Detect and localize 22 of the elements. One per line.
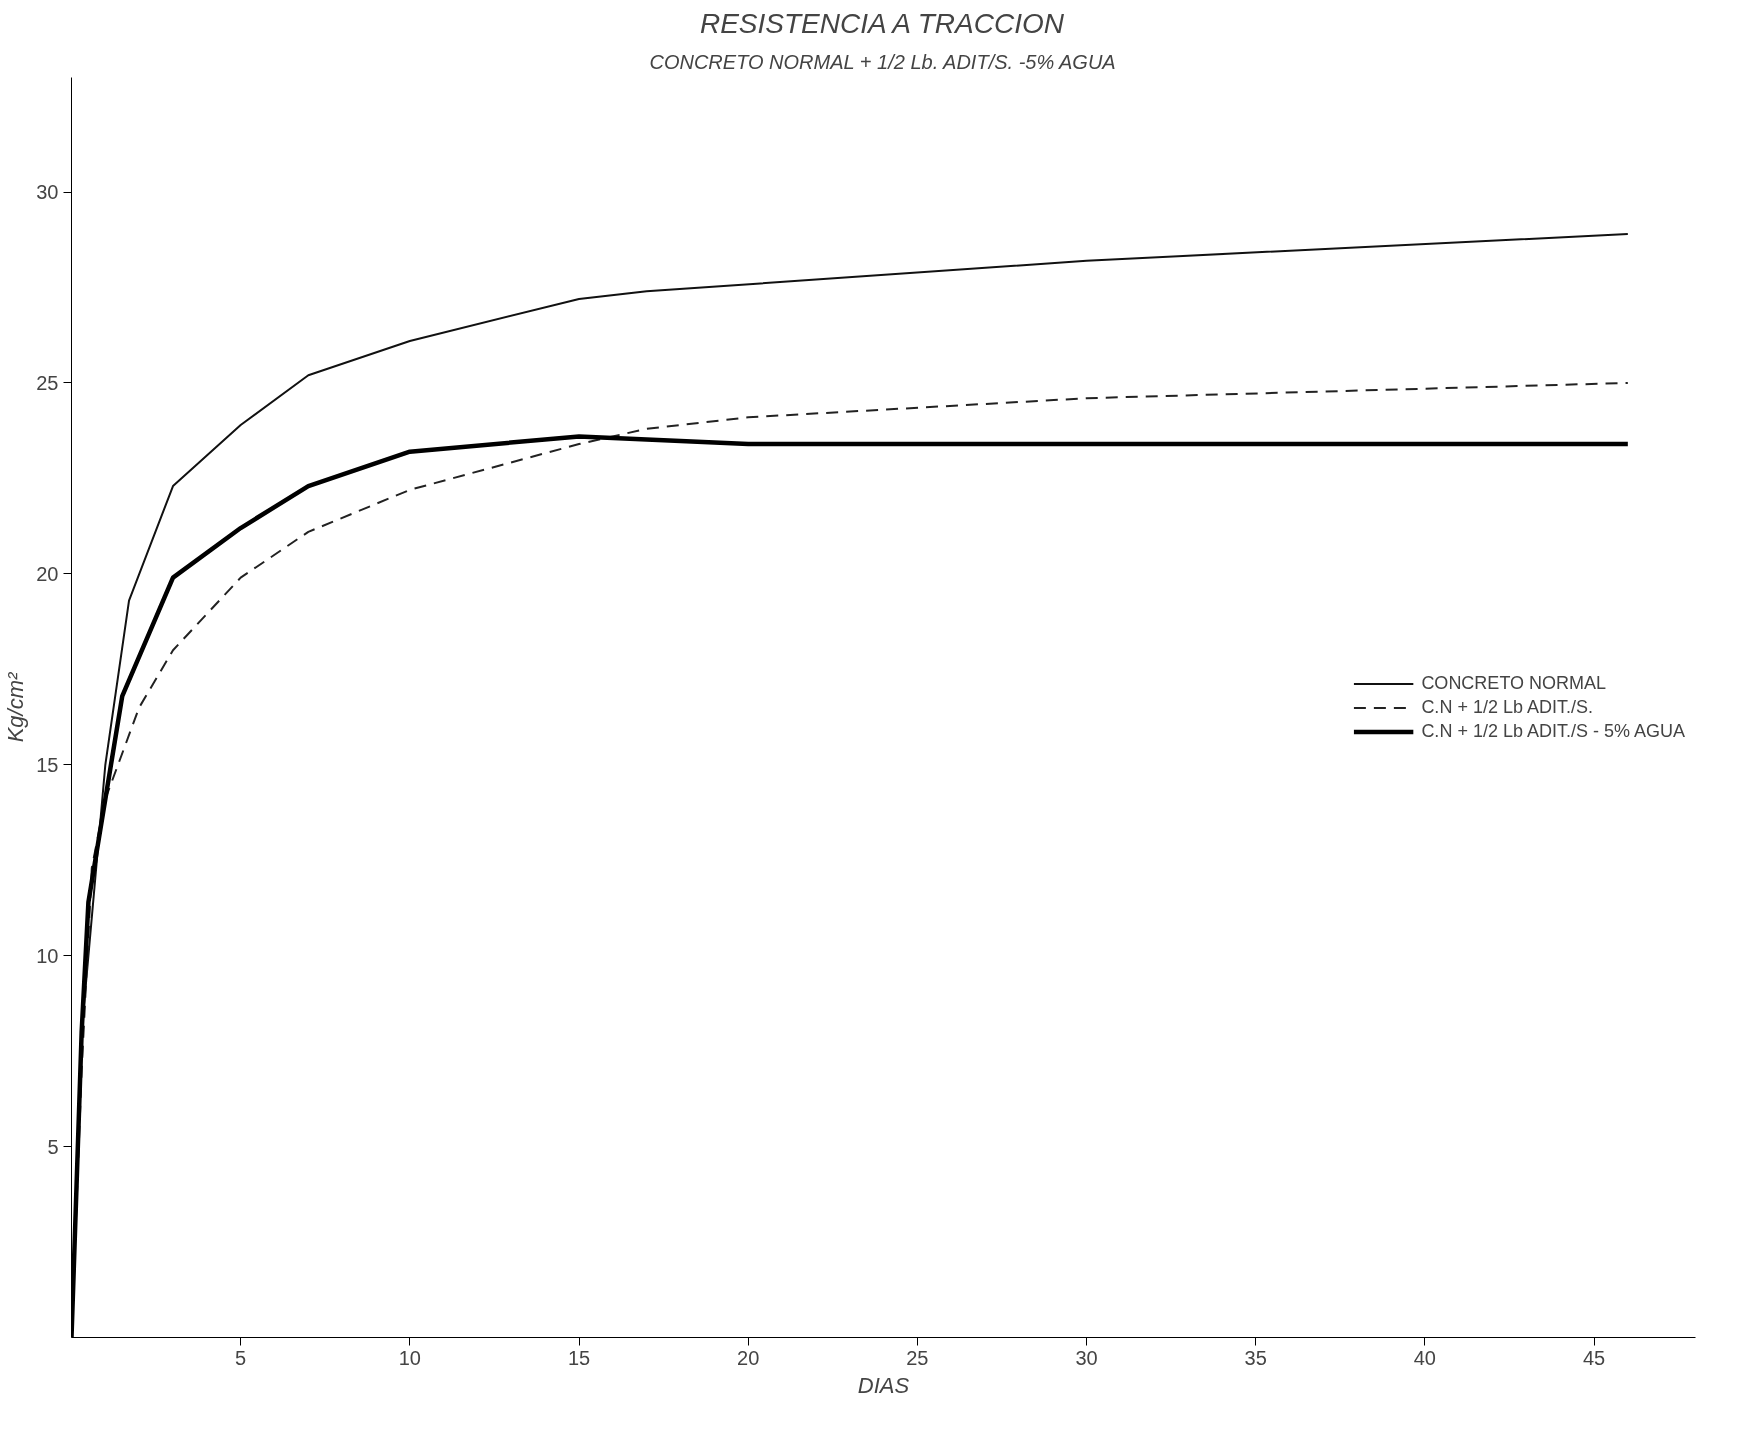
- x-tick-label: 25: [906, 1346, 929, 1369]
- y-tick-label: 5: [47, 1135, 59, 1158]
- x-tick-label: 30: [1075, 1346, 1098, 1369]
- y-tick-label: 30: [36, 181, 59, 204]
- x-tick-label: 15: [567, 1346, 591, 1369]
- y-tick-label: 10: [36, 944, 59, 967]
- x-tick-label: 40: [1413, 1346, 1436, 1369]
- x-tick-label: 45: [1582, 1346, 1606, 1369]
- y-tick-label: 25: [36, 371, 59, 394]
- x-axis-title: DIAS: [857, 1372, 910, 1398]
- y-tick-label: 20: [36, 562, 59, 585]
- legend-label: C.N + 1/2 Lb ADIT./S.: [1421, 696, 1593, 718]
- chart-subtitle: CONCRETO NORMAL + 1/2 Lb. ADIT/S. -5% AGUA: [649, 50, 1116, 73]
- y-tick-label: 15: [36, 753, 59, 776]
- legend-label: C.N + 1/2 Lb ADIT./S - 5% AGUA: [1421, 720, 1685, 742]
- x-tick-label: 5: [235, 1346, 247, 1369]
- y-axis-title: Kg/cm²: [3, 671, 29, 743]
- chart-title: RESISTENCIA A TRACCION: [699, 7, 1065, 39]
- x-tick-label: 20: [737, 1346, 760, 1369]
- x-tick-label: 10: [398, 1346, 421, 1369]
- x-tick-label: 35: [1244, 1346, 1267, 1369]
- legend-label: CONCRETO NORMAL: [1421, 672, 1607, 694]
